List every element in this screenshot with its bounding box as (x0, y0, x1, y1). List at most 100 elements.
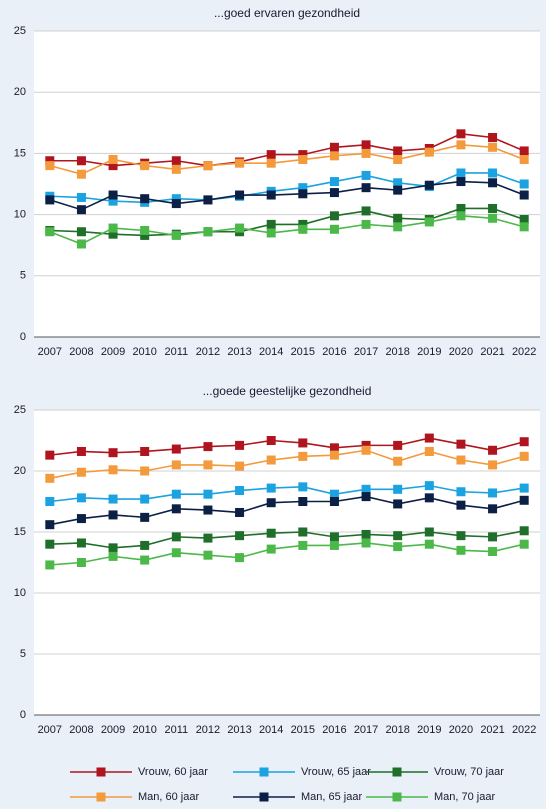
legend-marker (392, 792, 402, 802)
point-marker (140, 555, 150, 565)
point-marker (108, 494, 118, 504)
point-marker (329, 540, 339, 550)
point-marker (361, 219, 371, 229)
point-marker (171, 156, 181, 166)
y-tick-label: 0 (20, 709, 26, 721)
series-line (49, 215, 525, 245)
legend-marker (259, 792, 269, 802)
point-marker (361, 140, 371, 150)
point-marker (424, 481, 434, 491)
point-marker (235, 461, 245, 471)
point-marker (203, 460, 213, 470)
point-marker (456, 455, 466, 465)
point-marker (203, 505, 213, 515)
x-tick-label: 2011 (164, 724, 188, 736)
series-line (49, 449, 525, 480)
point-marker (108, 161, 118, 171)
series-line (49, 207, 525, 237)
point-marker (235, 440, 245, 450)
legend-marker (259, 767, 269, 777)
point-marker (329, 142, 339, 152)
x-tick-label: 2007 (38, 346, 62, 358)
point-marker (393, 213, 403, 223)
point-marker (424, 493, 434, 503)
point-marker (45, 520, 55, 530)
point-marker (361, 206, 371, 216)
point-marker (235, 190, 245, 200)
point-marker (456, 531, 466, 541)
point-marker (424, 147, 434, 157)
point-marker (488, 504, 498, 514)
point-marker (108, 196, 118, 206)
point-marker (519, 451, 529, 461)
legend-marker (96, 792, 106, 802)
point-marker (298, 150, 308, 160)
series-line (49, 529, 525, 549)
point-marker (266, 528, 276, 538)
plot-area (34, 410, 540, 715)
point-marker (519, 495, 529, 505)
point-marker (235, 158, 245, 168)
point-marker (235, 223, 245, 233)
point-marker (488, 547, 498, 557)
series-line (49, 437, 525, 456)
point-marker (361, 183, 371, 193)
y-tick-label: 25 (14, 25, 26, 37)
x-tick-label: 2009 (101, 346, 125, 358)
legend-label: Man, 70 jaar (434, 791, 495, 803)
legend-marker (392, 767, 402, 777)
point-marker (140, 161, 150, 171)
point-marker (266, 483, 276, 493)
point-marker (456, 487, 466, 497)
point-marker (171, 194, 181, 204)
point-marker (203, 489, 213, 499)
point-marker (329, 489, 339, 499)
point-marker (266, 158, 276, 168)
point-marker (171, 164, 181, 174)
chart-title: ...goede geestelijke gezondheid (203, 384, 372, 398)
point-marker (45, 227, 55, 237)
point-marker (108, 223, 118, 233)
point-marker (171, 444, 181, 454)
point-marker (76, 446, 86, 456)
x-tick-label: 2009 (101, 724, 125, 736)
point-marker (108, 465, 118, 475)
point-marker (298, 224, 308, 234)
point-marker (519, 179, 529, 189)
legend-label: Vrouw, 60 jaar (138, 766, 208, 778)
point-marker (266, 190, 276, 200)
x-tick-label: 2021 (480, 346, 504, 358)
point-marker (488, 203, 498, 213)
point-marker (108, 229, 118, 239)
point-marker (45, 473, 55, 483)
point-marker (140, 512, 150, 522)
point-marker (329, 188, 339, 198)
point-marker (488, 213, 498, 223)
y-tick-label: 10 (14, 587, 26, 599)
legend-label: Vrouw, 65 jaar (301, 766, 371, 778)
y-tick-label: 5 (20, 270, 26, 282)
point-marker (298, 497, 308, 506)
point-marker (140, 226, 150, 236)
point-marker (203, 550, 213, 560)
point-marker (393, 484, 403, 494)
point-marker (361, 148, 371, 158)
point-marker (329, 532, 339, 542)
point-marker (298, 155, 308, 165)
legend-label: Man, 65 jaar (301, 791, 362, 803)
point-marker (171, 199, 181, 209)
point-marker (488, 445, 498, 455)
point-marker (456, 439, 466, 449)
point-marker (456, 140, 466, 150)
point-marker (108, 190, 118, 200)
point-marker (456, 168, 466, 178)
point-marker (45, 450, 55, 460)
point-marker (329, 151, 339, 161)
point-marker (76, 156, 86, 166)
point-marker (361, 445, 371, 455)
x-tick-label: 2015 (291, 346, 315, 358)
point-marker (76, 558, 86, 567)
point-marker (361, 538, 371, 548)
point-marker (393, 542, 403, 552)
